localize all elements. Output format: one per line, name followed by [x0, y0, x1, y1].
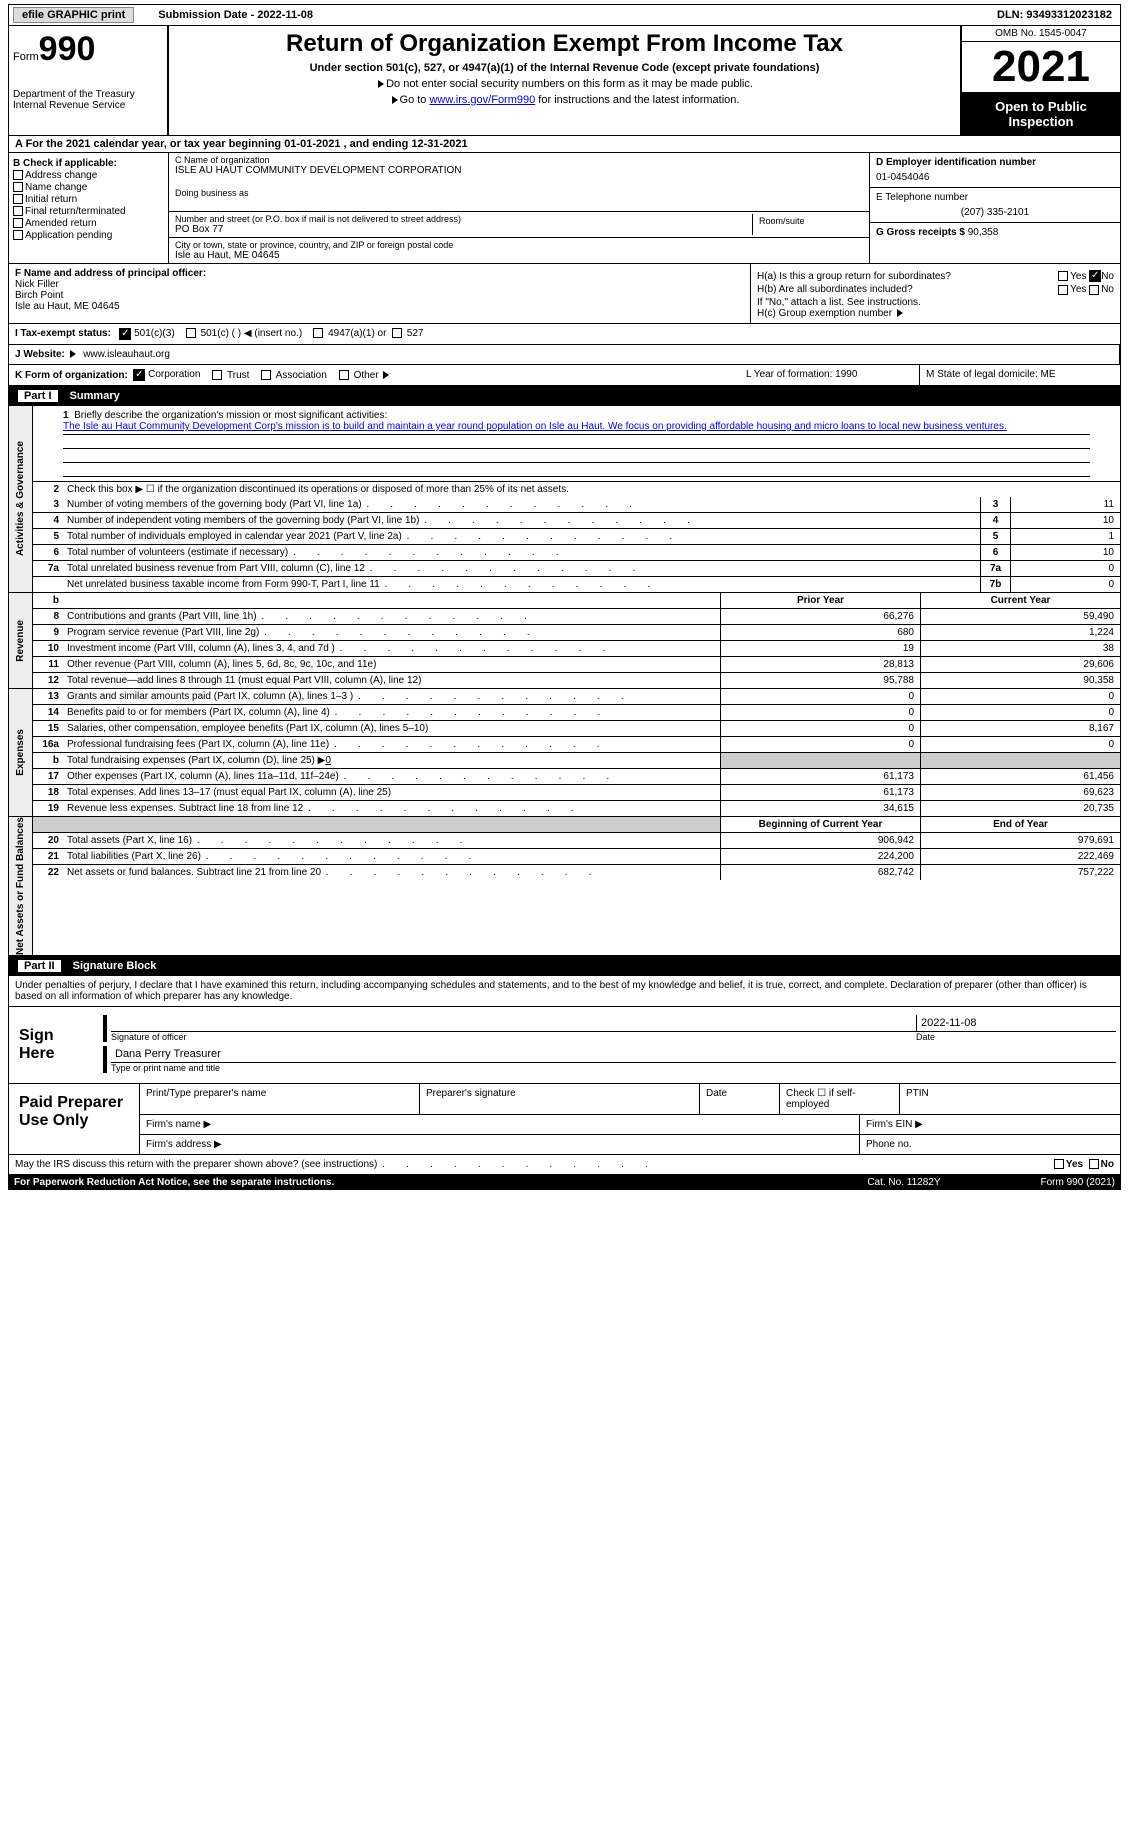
- line-7b: Net unrelated business taxable income fr…: [63, 577, 980, 592]
- top-bar: efile GRAPHIC print Submission Date - 20…: [8, 4, 1121, 26]
- line-1: 1 Briefly describe the organization's mi…: [33, 406, 1120, 482]
- discuss-row: May the IRS discuss this return with the…: [8, 1155, 1121, 1175]
- line-22: Net assets or fund balances. Subtract li…: [63, 865, 720, 880]
- line-20: Total assets (Part X, line 16): [63, 833, 720, 848]
- side-netassets: Net Assets or Fund Balances: [15, 817, 26, 955]
- line-5: Total number of individuals employed in …: [63, 529, 980, 544]
- box-c: C Name of organization ISLE AU HAUT COMM…: [169, 153, 870, 263]
- box-h: H(a) Is this a group return for subordin…: [750, 264, 1120, 323]
- box-i: I Tax-exempt status: ✓ 501(c)(3) 501(c) …: [8, 323, 1121, 344]
- form-subtitle: Under section 501(c), 527, or 4947(a)(1)…: [173, 62, 956, 74]
- line-19: Revenue less expenses. Subtract line 18 …: [63, 801, 720, 816]
- line-12: Total revenue—add lines 8 through 11 (mu…: [63, 673, 720, 688]
- line-21: Total liabilities (Part X, line 26): [63, 849, 720, 864]
- line-4: Number of independent voting members of …: [63, 513, 980, 528]
- sign-block: Sign Here 2022-11-08 Signature of office…: [8, 1007, 1121, 1084]
- line-6: Total number of volunteers (estimate if …: [63, 545, 980, 560]
- dept-label: Department of the Treasury: [13, 89, 163, 100]
- line-10: Investment income (Part VIII, column (A)…: [63, 641, 720, 656]
- side-revenue: Revenue: [15, 620, 26, 662]
- irs-label: Internal Revenue Service: [13, 100, 163, 111]
- box-k: K Form of organization: ✓ Corporation Tr…: [9, 365, 740, 385]
- line-15: Salaries, other compensation, employee b…: [63, 721, 720, 736]
- tax-year: 2021: [962, 42, 1120, 93]
- dln: DLN: 93493312023182: [997, 9, 1112, 21]
- line-13: Grants and similar amounts paid (Part IX…: [63, 689, 720, 704]
- box-b: B Check if applicable: Address change Na…: [9, 153, 169, 263]
- irs-link[interactable]: www.irs.gov/Form990: [429, 94, 535, 106]
- line-14: Benefits paid to or for members (Part IX…: [63, 705, 720, 720]
- box-l: L Year of formation: 1990: [740, 365, 920, 385]
- line-9: Program service revenue (Part VIII, line…: [63, 625, 720, 640]
- box-j: J Website: www.isleauhaut.org: [9, 345, 1120, 364]
- line-16a: Professional fundraising fees (Part IX, …: [63, 737, 720, 752]
- box-f: F Name and address of principal officer:…: [9, 264, 750, 323]
- line-7a: Total unrelated business revenue from Pa…: [63, 561, 980, 576]
- note-link: Go to www.irs.gov/Form990 for instructio…: [173, 94, 956, 106]
- note-ssn: Do not enter social security numbers on …: [173, 78, 956, 90]
- line-18: Total expenses. Add lines 13–17 (must eq…: [63, 785, 720, 800]
- omb-number: OMB No. 1545-0047: [962, 26, 1120, 42]
- form-number: Form990: [13, 30, 163, 69]
- public-inspection: Open to Public Inspection: [962, 93, 1120, 135]
- submission-date: Submission Date - 2022-11-08: [158, 9, 313, 21]
- part2-header: Part II Signature Block: [8, 956, 1121, 976]
- part1-header: Part I Summary: [8, 386, 1121, 406]
- preparer-block: Paid Preparer Use Only Print/Type prepar…: [8, 1084, 1121, 1155]
- side-expenses: Expenses: [15, 729, 26, 776]
- line-11: Other revenue (Part VIII, column (A), li…: [63, 657, 720, 672]
- declaration: Under penalties of perjury, I declare th…: [8, 976, 1121, 1007]
- line-3: Number of voting members of the governin…: [63, 497, 980, 512]
- efile-button[interactable]: efile GRAPHIC print: [13, 7, 134, 23]
- line-a: A For the 2021 calendar year, or tax yea…: [8, 136, 1121, 153]
- line-17: Other expenses (Part IX, column (A), lin…: [63, 769, 720, 784]
- line-16b: Total fundraising expenses (Part IX, col…: [63, 753, 720, 768]
- form-title: Return of Organization Exempt From Incom…: [173, 30, 956, 58]
- line-2: Check this box ▶ ☐ if the organization d…: [63, 482, 1120, 497]
- footer: For Paperwork Reduction Act Notice, see …: [8, 1175, 1121, 1190]
- box-m: M State of legal domicile: ME: [920, 365, 1120, 385]
- line-8: Contributions and grants (Part VIII, lin…: [63, 609, 720, 624]
- box-d: D Employer identification number 01-0454…: [870, 153, 1120, 263]
- side-activities: Activities & Governance: [15, 441, 26, 556]
